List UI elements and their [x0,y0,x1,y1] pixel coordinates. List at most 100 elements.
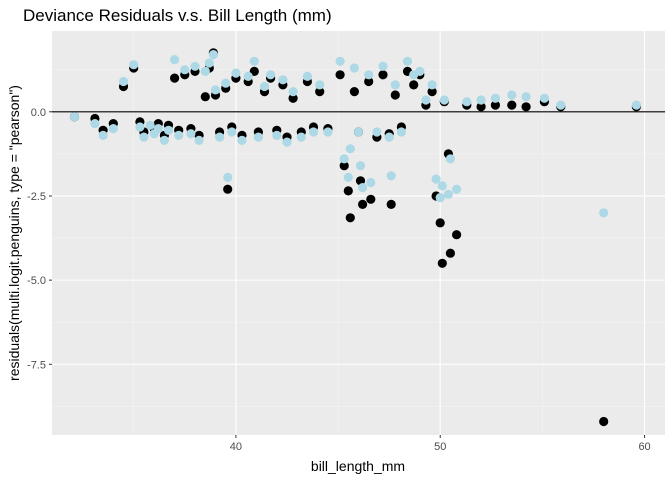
point-black [358,199,368,209]
point-blue [278,75,288,85]
point-black [345,213,355,223]
point-black [435,218,445,228]
point-black [288,93,298,103]
point-blue [323,127,333,137]
point-black [521,102,531,112]
point-blue [539,93,550,103]
point-blue [339,154,349,164]
point-black [599,416,609,427]
point-blue [556,100,566,110]
point-blue [227,127,237,137]
y-tick-label: -5.0 [27,275,46,287]
x-tick-label: 40 [230,441,242,453]
point-blue [118,76,129,87]
point-blue [153,124,163,134]
x-tick-label: 60 [638,441,650,453]
point-blue [190,61,200,71]
point-black [170,73,180,83]
point-blue [98,130,108,140]
point-blue [437,181,447,191]
point-blue [186,129,196,139]
point-blue [208,50,218,60]
point-blue [396,127,406,137]
y-tick-label: -7.5 [27,359,46,371]
point-black [249,66,259,76]
point-blue [490,93,500,103]
point-black [335,70,345,80]
point-black [445,248,455,258]
point-blue [180,65,190,75]
point-blue [366,177,376,188]
point-blue [302,71,312,81]
data-points [69,48,642,427]
x-axis-ticks: 40 50 60 [230,435,651,453]
point-black [315,87,325,97]
point-black [409,80,419,90]
point-blue [288,87,298,97]
point-blue [335,56,345,66]
point-blue [145,120,155,130]
point-blue [253,132,263,142]
grid-lines [52,31,665,435]
point-black [366,194,376,204]
point-blue [215,132,225,142]
point-black [200,92,210,102]
point-blue [139,132,149,142]
point-blue [315,80,325,90]
point-blue [135,122,145,132]
point-blue [427,80,437,90]
point-black [343,186,353,196]
point-blue [507,90,517,100]
y-axis-title: residuals(multi.logit.penguins, type = "… [6,85,22,381]
point-blue [443,189,453,199]
point-blue [386,171,396,181]
point-black [349,87,359,97]
point-blue [353,127,364,137]
point-blue [431,174,441,184]
point-blue [364,70,374,80]
point-blue [221,78,231,88]
y-tick-label: 0.0 [31,107,46,119]
point-blue [631,100,642,110]
y-axis-ticks: 0.0 -2.5 -5.0 -7.5 [27,107,52,371]
point-blue [476,95,486,105]
point-blue [170,55,180,65]
point-blue [378,61,388,71]
point-blue [445,154,455,164]
point-blue [174,130,184,140]
point-black [452,230,462,240]
chart-title: Deviance Residuals v.s. Bill Length (mm) [23,6,332,25]
point-blue [129,60,139,70]
point-blue [345,144,355,154]
point-blue [69,112,80,122]
point-blue [249,56,259,66]
y-tick-label: -2.5 [27,191,46,203]
point-black [476,102,486,112]
point-blue [390,80,400,90]
point-blue [163,125,174,135]
plot-panel [52,31,665,435]
point-blue [159,135,169,145]
point-black [427,87,437,97]
point-blue [266,70,276,80]
point-blue [521,92,531,102]
x-axis-title: bill_length_mm [311,458,405,474]
point-blue [415,66,425,76]
point-blue [282,137,292,147]
point-blue [108,124,118,134]
point-black [507,100,517,110]
point-blue [384,132,394,142]
point-blue [210,85,221,95]
point-blue [259,81,270,92]
point-blue [358,183,368,193]
point-blue [421,95,431,105]
point-black [390,90,400,100]
point-black [386,199,396,209]
point-blue [308,127,319,137]
point-blue [349,63,359,73]
point-blue [355,161,366,171]
point-blue [462,97,472,107]
point-blue [372,127,382,137]
point-blue [435,193,445,203]
